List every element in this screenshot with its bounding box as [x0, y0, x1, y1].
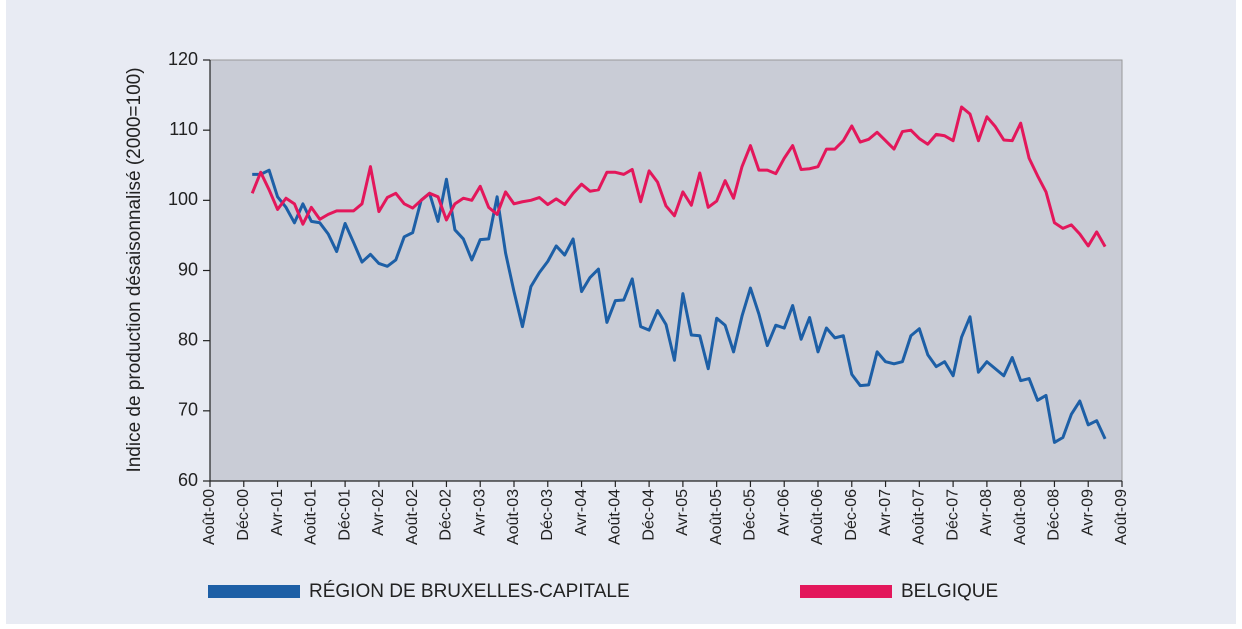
x-tick-label: Déc-01: [336, 489, 353, 541]
plot-area: [209, 59, 1123, 482]
y-tick-label: 90: [178, 259, 198, 279]
y-axis-label: Indice de production désaisonnalisé (200…: [124, 67, 145, 472]
legend-label: RÉGION DE BRUXELLES-CAPITALE: [309, 581, 630, 602]
y-tick-label: 100: [168, 189, 198, 209]
x-tick-label: Déc-07: [944, 489, 961, 541]
y-tick-label: 110: [169, 119, 198, 139]
x-tick-label: Déc-00: [235, 489, 252, 541]
x-tick-label: Avr-08: [978, 489, 995, 536]
x-tick-label: Août-02: [404, 489, 421, 545]
x-tick-label: Août-00: [201, 489, 218, 545]
legend-label: BELGIQUE: [901, 581, 998, 602]
x-tick-label: Déc-04: [640, 489, 657, 541]
x-tick-label: Avr-01: [269, 489, 286, 536]
y-tick-label: 120: [168, 49, 198, 69]
x-tick-label: Avr-07: [877, 489, 894, 536]
x-tick-label: Déc-02: [438, 489, 455, 541]
x-tick-label: Août-05: [708, 489, 725, 545]
x-tick-label: Avr-02: [370, 489, 387, 536]
x-tick-label: Déc-05: [742, 489, 759, 541]
x-tick-label: Déc-03: [539, 489, 556, 541]
x-tick-label: Avr-03: [471, 489, 488, 536]
x-tick-label: Déc-08: [1046, 489, 1063, 541]
x-tick-label: Août-01: [303, 489, 320, 545]
y-tick-label: 80: [178, 329, 198, 349]
x-tick-label: Avr-09: [1079, 489, 1096, 536]
legend-swatch: [208, 585, 300, 598]
y-tick-label: 60: [178, 470, 198, 490]
x-tick-label: Avr-06: [775, 489, 792, 536]
x-tick-label: Avr-04: [573, 489, 590, 536]
series-line: [252, 168, 1107, 444]
x-tick-label: Août-09: [1113, 489, 1130, 545]
x-tick-label: Août-03: [505, 489, 522, 545]
x-tick-label: Août-06: [809, 489, 826, 545]
x-tick-label: Déc-06: [843, 489, 860, 541]
series-line: [250, 105, 1107, 248]
x-tick-label: Août-04: [607, 489, 624, 545]
x-tick-label: Avr-05: [674, 489, 691, 536]
x-tick-label: Août-08: [1012, 489, 1029, 545]
x-tick-label: Août-07: [911, 489, 928, 545]
legend-swatch: [800, 585, 892, 598]
y-tick-label: 70: [178, 400, 198, 420]
